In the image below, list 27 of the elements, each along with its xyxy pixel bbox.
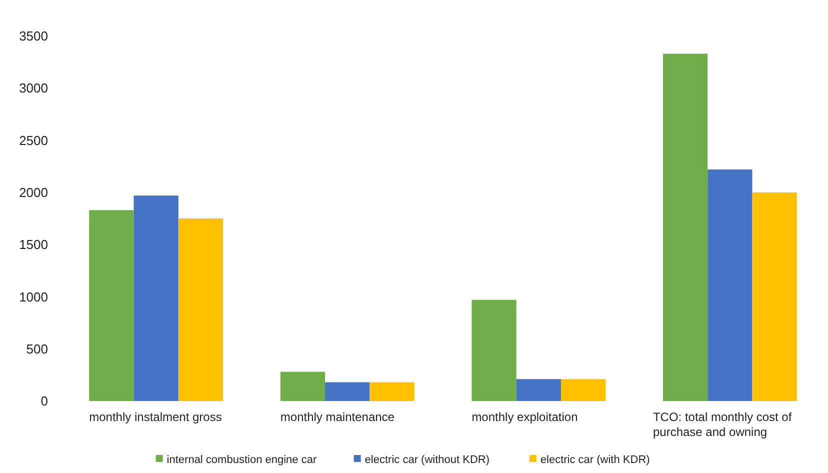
bar xyxy=(662,54,708,401)
y-tick-label: 3000 xyxy=(19,80,48,96)
bar xyxy=(178,218,224,401)
y-tick-label: 2000 xyxy=(19,184,48,200)
y-tick-label: 1500 xyxy=(19,237,48,252)
bar xyxy=(134,196,178,401)
bar xyxy=(370,382,414,401)
bar xyxy=(280,372,326,401)
bar xyxy=(325,382,370,401)
x-tick-label: monthly exploitation xyxy=(472,410,578,424)
legend-label: electric car (with KDR) xyxy=(540,454,650,466)
legend-label: electric car (without KDR) xyxy=(364,454,490,466)
bar xyxy=(89,210,134,401)
y-tick-label: 0 xyxy=(40,394,48,409)
bar xyxy=(708,169,752,401)
y-tick-label: 500 xyxy=(26,341,48,356)
legend-label: internal combustion engine car xyxy=(166,454,317,466)
bar xyxy=(472,300,516,401)
y-tick-label: 1000 xyxy=(19,289,48,304)
bar xyxy=(516,379,561,401)
x-tick-label: monthly maintenance xyxy=(280,410,395,424)
y-tick-label: 3500 xyxy=(19,28,48,44)
x-tick-label: TCO: total monthly cost of purchase and owning xyxy=(652,410,792,439)
y-tick-label: 2500 xyxy=(19,132,48,148)
bar xyxy=(752,192,797,401)
bar xyxy=(560,379,606,401)
x-tick-label: monthly instalment gross xyxy=(89,410,222,424)
